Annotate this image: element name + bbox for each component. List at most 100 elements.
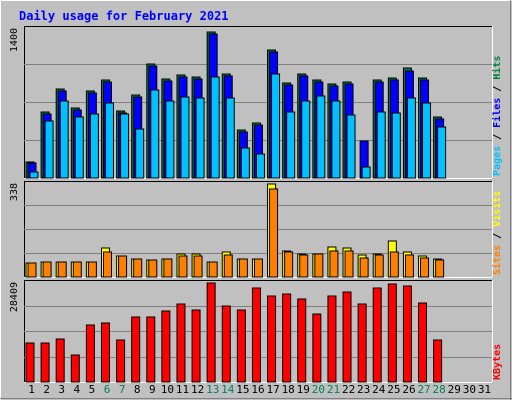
legend-separator: / [492, 227, 503, 245]
bar-sites-day-8 [133, 258, 143, 278]
legend-entry-kbytes: KBytes [492, 344, 503, 380]
bar-pages-day-10 [165, 100, 175, 179]
bar-sites-day-27 [420, 257, 430, 278]
bar-sites-day-22 [344, 250, 354, 278]
bar-kbytes-day-15 [236, 309, 246, 383]
x-tick-label-day-10: 10 [161, 383, 174, 396]
x-tick-label-day-29: 29 [448, 383, 461, 396]
legend-entry-pages: Pages [492, 146, 503, 176]
panel-kbytes: 28409 KBytes [9, 280, 503, 383]
bar-pages-day-25 [391, 112, 401, 179]
bar-kbytes-day-11 [176, 303, 186, 383]
bar-kbytes-day-12 [191, 309, 201, 383]
bar-kbytes-day-21 [327, 295, 337, 383]
bar-pages-day-20 [316, 95, 326, 179]
x-tick-label-day-21: 21 [327, 383, 340, 396]
bar-sites-day-15 [238, 258, 248, 278]
bar-sites-day-18 [284, 251, 294, 278]
bar-pages-day-15 [240, 147, 250, 179]
legend-entry-files: Files [491, 98, 503, 128]
x-tick-label-day-28: 28 [433, 383, 446, 396]
x-tick-label-day-9: 9 [149, 383, 156, 396]
x-tick-label-day-11: 11 [176, 383, 189, 396]
x-tick-label-day-19: 19 [297, 383, 310, 396]
bar-kbytes-day-25 [387, 283, 397, 383]
bar-pages-day-6 [104, 102, 114, 179]
bar-sites-day-25 [389, 251, 399, 278]
panel-ymax-label: 28409 [9, 282, 20, 312]
bar-kbytes-day-6 [100, 322, 110, 383]
bar-pages-day-26 [406, 97, 416, 179]
bar-pages-day-4 [74, 116, 84, 179]
x-tick-label-day-16: 16 [251, 383, 264, 396]
panel-series-legend: KBytes [492, 344, 503, 380]
x-tick-label-day-5: 5 [89, 383, 96, 396]
bar-kbytes-day-10 [161, 310, 171, 383]
bar-kbytes-day-27 [418, 302, 428, 383]
bar-pages-day-8 [135, 128, 145, 179]
bar-kbytes-day-23 [357, 303, 367, 383]
bar-kbytes-day-14 [221, 305, 231, 383]
x-tick-label-day-12: 12 [191, 383, 204, 396]
bar-sites-day-1 [27, 262, 37, 278]
bar-pages-day-24 [376, 111, 386, 179]
bar-pages-day-13 [210, 76, 220, 179]
bar-kbytes-day-19 [297, 298, 307, 383]
x-tick-label-day-17: 17 [266, 383, 279, 396]
bar-sites-day-16 [253, 258, 263, 278]
x-tick-label-day-18: 18 [282, 383, 295, 396]
bar-sites-day-12 [193, 255, 203, 278]
panel-ymax-label: 338 [9, 183, 20, 201]
bar-sites-day-17 [269, 188, 279, 278]
bar-sites-day-7 [118, 255, 128, 278]
legend-entry-hits: Hits [491, 56, 503, 80]
x-tick-label-day-3: 3 [58, 383, 65, 396]
bar-pages-day-23 [361, 166, 371, 179]
bar-kbytes-day-22 [342, 291, 352, 383]
legend-entry-sites: Sites [491, 245, 503, 275]
panel-visits-sites: 338 Sites / Visits [9, 181, 503, 278]
x-tick-label-day-7: 7 [119, 383, 126, 396]
panel-series-legend: Sites / Visits [491, 191, 503, 275]
bar-pages-day-14 [225, 97, 235, 179]
bar-kbytes-day-13 [206, 282, 216, 383]
bar-sites-day-21 [329, 250, 339, 278]
bar-pages-day-9 [150, 89, 160, 179]
chart-panels: 1400 Pages / Files / Hits 338 Sites / Visit… [9, 26, 503, 383]
legend-entry-visits: Visits [491, 191, 503, 227]
bar-pages-day-11 [180, 96, 190, 179]
bar-kbytes-day-28 [433, 339, 443, 383]
x-tick-label-day-2: 2 [43, 383, 50, 396]
chart-title: Daily usage for February 2021 [19, 9, 229, 23]
bar-kbytes-day-3 [55, 338, 65, 383]
bar-kbytes-day-2 [40, 342, 50, 383]
bar-sites-day-26 [404, 254, 414, 278]
x-tick-label-day-1: 1 [28, 383, 35, 396]
x-tick-label-day-22: 22 [342, 383, 355, 396]
panel-hits-files-pages: 1400 Pages / Files / Hits [9, 26, 503, 179]
bar-pages-day-28 [437, 126, 447, 179]
bar-sites-day-9 [148, 259, 158, 278]
x-tick-label-day-24: 24 [372, 383, 386, 396]
bar-sites-day-14 [223, 254, 233, 278]
panel-series-legend: Pages / Files / Hits [491, 56, 503, 176]
bar-kbytes-day-17 [267, 295, 277, 383]
bar-pages-day-12 [195, 97, 205, 179]
x-tick-label-day-25: 25 [387, 383, 400, 396]
bar-pages-day-21 [331, 100, 341, 179]
bar-pages-day-22 [346, 114, 356, 179]
x-tick-label-day-31: 31 [478, 383, 491, 396]
x-tick-label-day-13: 13 [206, 383, 219, 396]
x-tick-label-day-4: 4 [74, 383, 81, 396]
legend-separator: / [492, 128, 503, 146]
x-tick-label-day-8: 8 [134, 383, 141, 396]
x-tick-label-day-6: 6 [104, 383, 111, 396]
x-tick-label-day-20: 20 [312, 383, 325, 396]
x-tick-label-day-14: 14 [221, 383, 235, 396]
bar-kbytes-day-26 [402, 285, 412, 383]
bar-pages-day-18 [286, 111, 296, 179]
bar-kbytes-day-4 [70, 354, 80, 383]
bar-sites-day-11 [178, 255, 188, 278]
bar-pages-day-1 [29, 171, 39, 179]
